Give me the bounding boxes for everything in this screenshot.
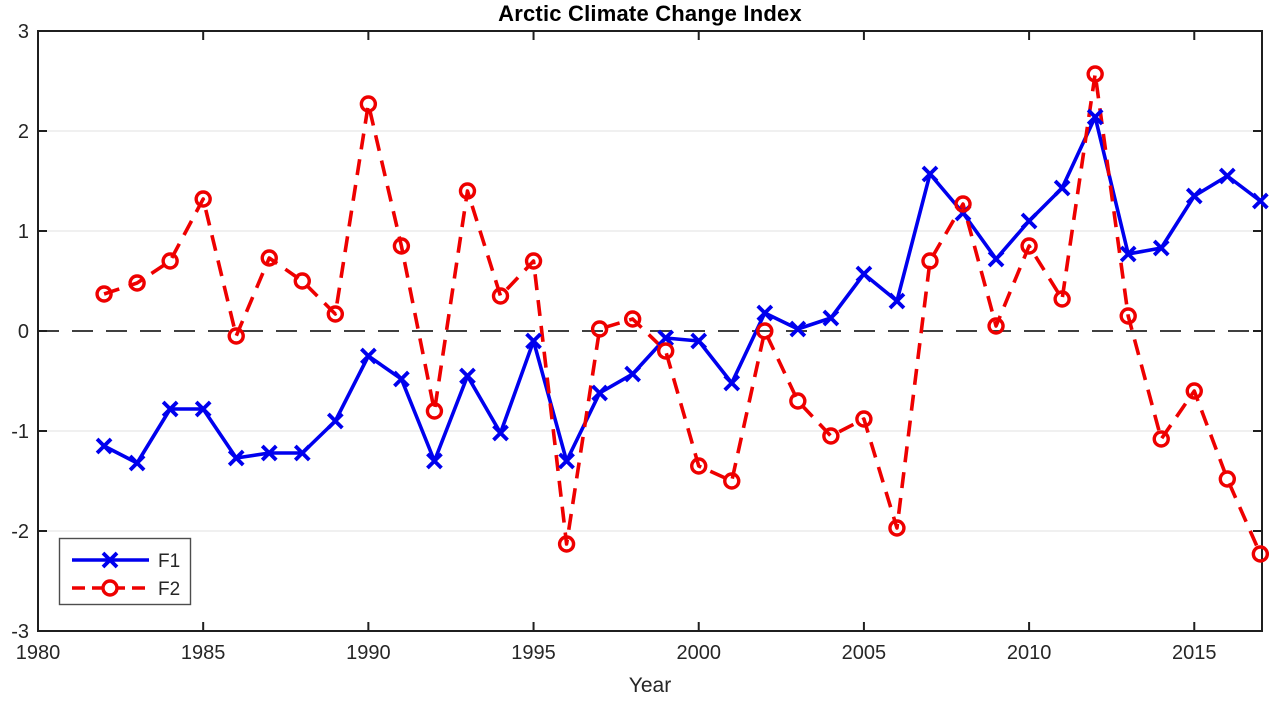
series-f2-marker bbox=[656, 342, 675, 360]
series-f2-marker bbox=[1020, 237, 1038, 255]
series-f2-marker bbox=[1053, 290, 1071, 308]
series-f2-marker bbox=[161, 252, 179, 270]
series-f2-marker bbox=[690, 457, 708, 475]
series-f1-marker bbox=[558, 452, 575, 470]
series-f2-marker bbox=[326, 305, 345, 323]
series-f2-marker bbox=[590, 320, 609, 338]
series-f2-marker bbox=[392, 237, 411, 255]
series-f2-marker bbox=[194, 190, 212, 208]
series-f1-marker bbox=[1252, 192, 1269, 210]
series-f2-marker bbox=[1119, 307, 1137, 325]
x-tick-label: 2010 bbox=[1007, 642, 1052, 664]
series-f1-marker bbox=[293, 444, 311, 462]
legend-box bbox=[58, 537, 192, 606]
series-f1-marker bbox=[393, 370, 410, 388]
y-tick-label: -2 bbox=[11, 521, 29, 543]
series-f1-marker bbox=[657, 329, 675, 347]
series-f2-marker bbox=[987, 317, 1005, 335]
series-f2-marker bbox=[557, 535, 576, 553]
series-f1-marker bbox=[260, 444, 278, 462]
x-axis-label: Year bbox=[628, 674, 672, 697]
series-f1-marker bbox=[822, 309, 840, 327]
y-tick-label: 1 bbox=[18, 221, 29, 243]
x-tick-label: 1995 bbox=[511, 642, 556, 664]
x-tick-label: 2000 bbox=[676, 642, 721, 664]
legend-marker-f1 bbox=[101, 551, 119, 569]
legend-marker-f2 bbox=[101, 579, 119, 597]
series-f1-marker bbox=[95, 437, 113, 455]
series-f2-marker bbox=[855, 410, 873, 428]
series-f1-marker bbox=[690, 332, 708, 350]
series-f1-marker bbox=[756, 304, 774, 322]
series-f2-marker bbox=[293, 272, 311, 290]
series-f2-marker bbox=[789, 392, 807, 410]
series-f1-marker bbox=[525, 332, 542, 350]
series-f2-marker bbox=[227, 327, 245, 345]
series-f2-marker bbox=[723, 472, 741, 490]
y-tick-label: -3 bbox=[11, 621, 29, 643]
series-f1-marker bbox=[591, 384, 608, 402]
x-tick-label: 1980 bbox=[16, 642, 61, 664]
series-f1-marker bbox=[1086, 108, 1104, 126]
series-f2-marker bbox=[822, 427, 840, 445]
series-f1-marker bbox=[426, 452, 443, 470]
series-f2-marker bbox=[524, 252, 543, 270]
y-tick-label: 3 bbox=[18, 21, 29, 43]
series-f2-marker bbox=[1152, 430, 1170, 448]
x-tick-label: 1990 bbox=[346, 642, 391, 664]
series-f2-marker bbox=[128, 274, 146, 292]
series-f2-marker bbox=[756, 322, 774, 340]
y-tick-label: -1 bbox=[11, 421, 29, 443]
series-f1-marker bbox=[194, 400, 212, 418]
series-f1-marker bbox=[789, 320, 807, 338]
series-f1-marker bbox=[1152, 239, 1170, 257]
series-f1-marker bbox=[161, 400, 179, 418]
series-f1-marker bbox=[128, 454, 146, 472]
series-f1-marker bbox=[624, 365, 641, 383]
series-f2-marker bbox=[954, 195, 972, 213]
y-tick-label: 2 bbox=[18, 121, 29, 143]
series-f1-marker bbox=[492, 424, 509, 442]
series-f1-marker bbox=[326, 412, 344, 430]
series-f2-marker bbox=[95, 285, 113, 303]
series-f1-marker bbox=[723, 374, 741, 392]
series-f1-marker bbox=[459, 367, 476, 385]
series-f2-marker bbox=[1218, 470, 1237, 488]
series-f2-marker bbox=[921, 252, 939, 270]
x-tick-label: 1985 bbox=[181, 642, 226, 664]
x-tick-label: 2005 bbox=[842, 642, 887, 664]
series-f1-marker bbox=[360, 347, 377, 365]
series-f2-marker bbox=[623, 310, 642, 328]
series-f2-marker bbox=[491, 287, 510, 305]
series-f1-marker bbox=[1185, 187, 1203, 205]
series-f1-marker bbox=[855, 265, 873, 283]
series-f1-line bbox=[103, 115, 1262, 465]
y-tick-label: 0 bbox=[18, 321, 29, 343]
series-f2-line bbox=[103, 72, 1262, 555]
series-f2-marker bbox=[425, 402, 444, 420]
series-f1-marker bbox=[1119, 245, 1137, 263]
series-f2-marker bbox=[458, 182, 477, 200]
series-f1-marker bbox=[1218, 167, 1236, 185]
series-f2-marker bbox=[888, 519, 906, 537]
chart-title: Arctic Climate Change Index bbox=[498, 1, 802, 26]
series-f1-marker bbox=[921, 165, 939, 183]
series-f1-marker bbox=[1053, 179, 1071, 197]
legend-label-f2: F2 bbox=[158, 579, 180, 600]
series-f2-marker bbox=[260, 249, 278, 267]
legend-label-f1: F1 bbox=[158, 551, 180, 572]
series-f2-marker bbox=[1086, 65, 1104, 83]
x-tick-label: 2015 bbox=[1172, 642, 1217, 664]
series-f2-marker bbox=[359, 95, 378, 113]
series-f2-marker bbox=[1185, 382, 1203, 400]
series-f1-marker bbox=[888, 292, 906, 310]
series-f1-marker bbox=[227, 449, 245, 467]
series-f2-marker bbox=[1251, 545, 1270, 563]
series-f1-marker bbox=[1020, 212, 1038, 230]
series-f1-marker bbox=[987, 250, 1005, 268]
